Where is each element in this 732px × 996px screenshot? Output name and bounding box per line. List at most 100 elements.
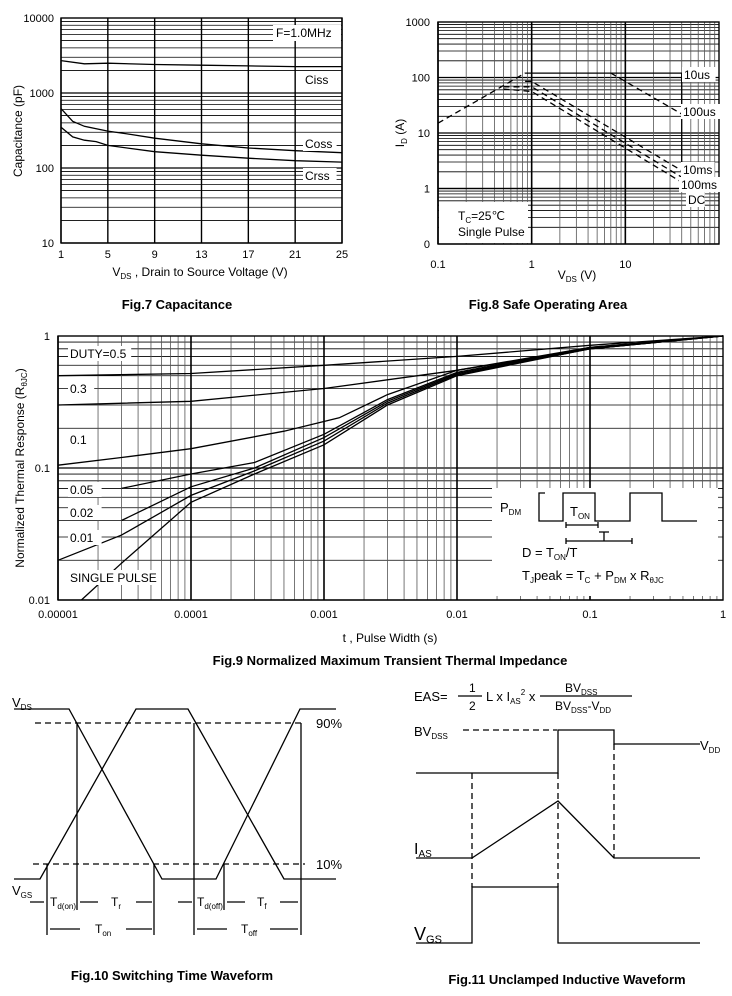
series-line-10us [525, 72, 683, 189]
pdm-label: PDM [500, 500, 521, 517]
y-tick-label: 0.01 [29, 595, 50, 607]
series-label: 0.3 [70, 382, 87, 396]
eas-label: EAS= [414, 689, 448, 704]
fig11-title: Fig.11 Unclamped Inductive Waveform [448, 972, 685, 987]
label-background [303, 168, 337, 183]
pulse-dimension-arrows [565, 522, 633, 544]
y-tick-label: 10 [418, 128, 430, 140]
tf-label: Tf [257, 895, 267, 911]
series-line-limit [437, 72, 526, 124]
fig9-text: t , Pulse Width (s) Normalized Thermal R… [13, 368, 567, 668]
fig9-ylabel: Normalized Thermal Response (RθJC) [13, 368, 29, 567]
fig8-ylabel: ID (A) [393, 119, 409, 147]
series-label: 0.01 [70, 531, 94, 545]
fig8-text: VDS (V) ID (A) Fig.8 Safe Operating Area [393, 119, 628, 312]
tr-label: Tr [111, 895, 121, 911]
single-pulse-annotation: Single Pulse [458, 225, 525, 239]
series-label: DUTY=0.5 [70, 347, 127, 361]
tdoff-label: Td(off) [197, 895, 223, 911]
label-background [273, 25, 341, 41]
x-tick-label: 0.001 [310, 609, 338, 621]
fig10-switching-waveform: VDS VGS 90% 10% Td(on) Tr Td(off) Tf Ton… [12, 695, 342, 983]
frac-den: 2 [469, 699, 476, 713]
frequency-annotation: F=1.0MHz [276, 26, 332, 40]
x-tick-label: 1 [720, 609, 726, 621]
ias-label: IAS [414, 841, 432, 860]
label-background [68, 505, 102, 520]
x-tick-label: 0.1 [582, 609, 597, 621]
series-label: 0.02 [70, 506, 94, 520]
series-line-ciss [60, 59, 342, 68]
vdd-label: VDD [700, 738, 720, 755]
fig7-frame [60, 17, 343, 244]
frac-num: 1 [469, 681, 476, 695]
fig9-plot: 0.00001 0.0001 0.001 0.01 0.1 1 0.01 0.1 1 DUTY=0… [29, 331, 726, 621]
series-line-duty-0-5 [57, 335, 724, 377]
vgs-label: VGS [12, 883, 32, 900]
fig11-unclamped-waveform: EAS= 1 2 L x IAS2 x BVDSS BVDSS-VDD BVDS… [414, 681, 720, 987]
fig9-title: Fig.9 Normalized Maximum Transient Therm… [213, 653, 568, 668]
label-background [681, 162, 715, 177]
series-label: Coss [305, 137, 332, 151]
label-background [68, 570, 161, 585]
timing-verticals [46, 723, 302, 935]
x-tick-label: 21 [289, 249, 301, 261]
fig8-xlabel: VDS (V) [558, 268, 596, 284]
vds-waveform [14, 708, 336, 880]
x-tick-label: 0.00001 [38, 609, 78, 621]
fig7-xlabel: VDS , Drain to Source Voltage (V) [112, 265, 287, 281]
x-tick-label: 1 [529, 259, 535, 271]
y-tick-label: 0 [424, 239, 430, 251]
series-label: DC [688, 193, 706, 207]
tc-main: T [458, 209, 466, 223]
eas-formula: EAS= 1 2 L x IAS2 x BVDSS BVDSS-VDD [414, 681, 632, 715]
y-tick-label: 1 [44, 331, 50, 343]
series-line-100ms [503, 88, 683, 183]
fig9-xlabel: t , Pulse Width (s) [343, 631, 438, 645]
ias-waveform [416, 800, 700, 859]
y-tick-label: 10 [42, 238, 54, 250]
fig7-title: Fig.7 Capacitance [122, 297, 233, 312]
timing-dashes [471, 744, 615, 887]
case-temperature-annotation: TC=25℃ [458, 209, 505, 225]
x-tick-label: 0.1 [430, 259, 445, 271]
series-label: SINGLE PULSE [70, 571, 157, 585]
label-background [68, 432, 95, 447]
pulse-train [538, 492, 697, 522]
duty-formula: D = TON/T [522, 545, 578, 562]
vds-label: VDS [12, 695, 32, 712]
y-tick-label: 100 [412, 73, 430, 85]
x-tick-label: 10 [619, 259, 631, 271]
tdon-label: Td(on) [50, 895, 76, 911]
bvdss-label: BVDSS [414, 724, 448, 741]
label-90pct: 90% [316, 716, 342, 731]
ton-label: TON [570, 504, 590, 521]
vgs-label: VGS [414, 924, 442, 946]
series-label: 100ms [681, 178, 717, 192]
label-background [303, 72, 337, 87]
fraction-numerator: BVDSS [565, 681, 597, 697]
fig8-frame [437, 21, 720, 245]
series-label: 100us [683, 105, 716, 119]
vds-waveform [416, 729, 700, 774]
series-line-0-3 [57, 335, 724, 406]
series-label: 0.05 [70, 483, 94, 497]
fig10-title: Fig.10 Switching Time Waveform [71, 968, 273, 983]
fig7-plot: 1 5 9 13 17 21 25 10 100 1000 10000 Ciss Coss Crss F=1… [23, 13, 348, 261]
y-tick-label: 1 [424, 184, 430, 196]
series-label: Ciss [305, 73, 328, 87]
timing-arrows [30, 901, 298, 930]
tc-sub: C [465, 216, 471, 225]
fig7-ylabel: Capacitance (pF) [11, 85, 25, 177]
label-background [682, 67, 716, 82]
series-line-coss [60, 108, 343, 154]
fraction-denominator: BVDSS-VDD [555, 699, 611, 715]
label-10pct: 10% [316, 857, 342, 872]
series-line-single-pulse [80, 335, 724, 601]
vgs-waveform [14, 708, 336, 880]
y-tick-label: 1000 [30, 88, 54, 100]
series-line-limit [525, 80, 683, 172]
ton-label: Ton [95, 922, 111, 938]
x-tick-label: 9 [152, 249, 158, 261]
